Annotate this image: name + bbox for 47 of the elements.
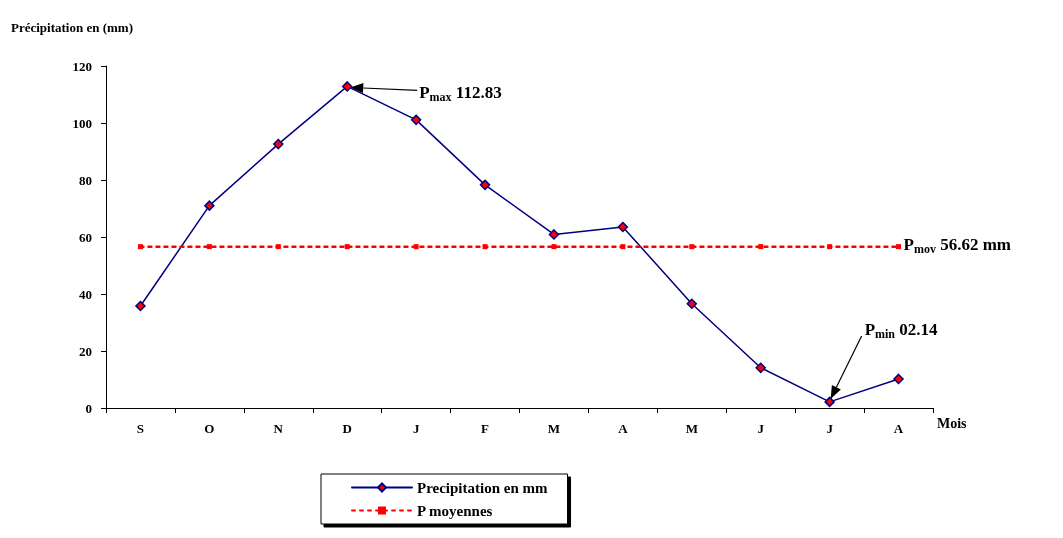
point <box>479 179 491 191</box>
x-tick-label: S <box>136 421 145 436</box>
x-tick-label: J <box>757 421 765 436</box>
legend-label: P moyennes <box>417 502 493 519</box>
point <box>617 221 629 233</box>
point <box>275 244 281 250</box>
y-tick-label: 60 <box>79 229 92 245</box>
y-tick-label: 20 <box>79 343 92 359</box>
point <box>137 244 143 250</box>
x-tick-label: J <box>826 421 834 436</box>
x-tick-label: O <box>204 421 215 436</box>
point <box>824 396 835 408</box>
point <box>413 244 419 250</box>
x-tick-label: M <box>685 421 698 436</box>
x-axis-title: Mois <box>937 415 968 431</box>
x-tick-label: J <box>412 421 420 436</box>
x-tick-label: F <box>481 421 490 436</box>
point <box>686 298 698 309</box>
point <box>551 244 557 250</box>
point <box>341 81 353 92</box>
x-tick-label: A <box>893 421 904 436</box>
y-tick-label: 120 <box>72 58 92 74</box>
point <box>689 244 695 250</box>
point <box>135 300 146 312</box>
point <box>758 244 764 250</box>
x-tick-label: N <box>273 421 284 436</box>
point <box>206 244 212 250</box>
point <box>344 244 350 250</box>
point <box>204 200 215 211</box>
x-tick-label: A <box>618 421 629 436</box>
point <box>273 138 284 150</box>
legend-label: Precipitation en mm <box>417 479 549 496</box>
y-tick-label: 80 <box>79 172 92 188</box>
y-tick-label: 40 <box>79 286 92 302</box>
y-axis-title: Précipitation en (mm) <box>11 20 134 35</box>
point <box>896 244 902 250</box>
point <box>548 229 560 240</box>
point <box>755 362 766 374</box>
x-tick-label: D <box>342 421 352 436</box>
point <box>482 244 488 250</box>
y-tick-label: 100 <box>72 115 92 131</box>
point <box>620 244 626 250</box>
point <box>410 114 422 126</box>
y-tick-label: 0 <box>85 400 92 416</box>
x-tick-label: M <box>547 421 561 436</box>
point <box>893 373 904 385</box>
point <box>827 244 833 250</box>
